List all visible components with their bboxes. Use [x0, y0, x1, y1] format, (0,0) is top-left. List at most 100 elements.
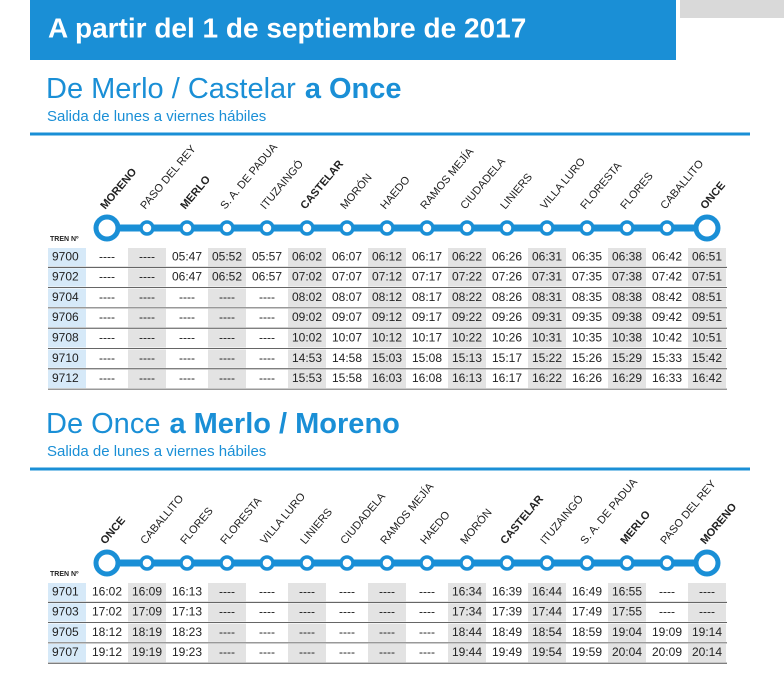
shaded-cell — [288, 308, 326, 328]
train-number: 9704 — [52, 290, 79, 304]
time-cell: ---- — [259, 625, 275, 639]
time-cell: 17:55 — [612, 605, 642, 619]
shaded-cell — [208, 583, 246, 602]
terminal-stop — [693, 214, 721, 242]
time-cell: 20:09 — [652, 645, 682, 659]
shaded-cell — [288, 603, 326, 622]
shaded-cell — [368, 268, 406, 287]
time-cell: 18:44 — [452, 625, 482, 639]
train-cell — [48, 349, 86, 368]
time-cell: 06:26 — [492, 249, 522, 263]
time-cell: ---- — [419, 605, 435, 619]
time-cell: 07:38 — [612, 270, 642, 284]
time-cell: ---- — [179, 351, 195, 365]
station-stop — [139, 555, 155, 571]
section-subtitle: Salida de lunes a viernes hábiles — [47, 443, 266, 460]
shaded-cell — [448, 268, 486, 287]
time-cell: 16:55 — [612, 584, 642, 598]
station-stop — [179, 220, 195, 236]
time-cell: 08:42 — [652, 290, 682, 304]
shaded-cell — [128, 623, 166, 642]
time-cell: 08:35 — [572, 290, 602, 304]
time-cell: 16:03 — [372, 371, 402, 385]
time-cell: 15:53 — [292, 371, 322, 385]
shaded-cell — [288, 349, 326, 368]
train-number: 9700 — [52, 249, 79, 263]
shaded-cell — [608, 308, 646, 328]
train-number: 9710 — [52, 351, 79, 365]
time-cell: 05:57 — [252, 249, 282, 263]
shaded-cell — [608, 643, 646, 663]
shaded-cell — [528, 329, 566, 348]
time-cell: ---- — [299, 584, 315, 598]
shaded-cell — [608, 288, 646, 307]
time-cell: ---- — [259, 331, 275, 345]
time-cell: ---- — [219, 584, 235, 598]
shaded-cell — [608, 329, 646, 348]
time-cell: 08:31 — [532, 290, 562, 304]
time-cell: 17:34 — [452, 605, 482, 619]
time-cell: ---- — [99, 371, 115, 385]
station-stop — [259, 220, 275, 236]
time-cell: 15:13 — [452, 351, 482, 365]
time-cell: 17:13 — [172, 605, 202, 619]
time-cell: 09:42 — [652, 310, 682, 324]
time-cell: ---- — [99, 249, 115, 263]
time-cell: ---- — [259, 290, 275, 304]
train-number: 9706 — [52, 310, 79, 324]
shaded-cell — [448, 308, 486, 328]
time-cell: 07:07 — [332, 270, 362, 284]
time-cell: 06:22 — [452, 249, 482, 263]
time-cell: ---- — [219, 351, 235, 365]
time-cell: 07:02 — [292, 270, 322, 284]
time-cell: 15:42 — [692, 351, 722, 365]
time-cell: ---- — [99, 310, 115, 324]
time-cell: 15:58 — [332, 371, 362, 385]
shaded-cell — [128, 308, 166, 328]
shaded-cell — [688, 369, 726, 389]
time-cell: ---- — [99, 331, 115, 345]
time-cell: 20:04 — [612, 645, 642, 659]
train-cell — [48, 623, 86, 642]
time-cell: 19:04 — [612, 625, 642, 639]
time-cell: 16:33 — [652, 371, 682, 385]
time-cell: 16:17 — [492, 371, 522, 385]
time-cell: ---- — [659, 605, 675, 619]
station-stop — [659, 220, 675, 236]
shaded-cell — [208, 603, 246, 622]
shaded-cell — [688, 349, 726, 368]
time-cell: 20:14 — [692, 645, 722, 659]
shaded-cell — [608, 349, 646, 368]
shaded-cell — [288, 288, 326, 307]
time-cell: 06:12 — [372, 249, 402, 263]
time-cell: 19:49 — [492, 645, 522, 659]
shaded-cell — [528, 603, 566, 622]
shaded-cell — [288, 643, 326, 663]
time-cell: 08:26 — [492, 290, 522, 304]
shaded-cell — [608, 603, 646, 622]
time-cell: 06:52 — [212, 270, 242, 284]
shaded-cell — [448, 583, 486, 602]
shaded-cell — [368, 329, 406, 348]
time-cell: 08:12 — [372, 290, 402, 304]
time-cell: ---- — [379, 625, 395, 639]
time-cell: 06:51 — [692, 249, 722, 263]
shaded-cell — [608, 583, 646, 602]
shaded-cell — [208, 308, 246, 328]
time-cell: 06:47 — [172, 270, 202, 284]
terminal-stop — [93, 549, 121, 577]
time-cell: 17:39 — [492, 605, 522, 619]
shaded-cell — [368, 369, 406, 389]
train-number: 9702 — [52, 270, 79, 284]
time-cell: ---- — [259, 645, 275, 659]
shaded-cell — [208, 329, 246, 348]
shaded-cell — [448, 623, 486, 642]
time-cell: 06:42 — [652, 249, 682, 263]
station-stop — [219, 555, 235, 571]
time-cell: 09:22 — [452, 310, 482, 324]
time-cell: 06:57 — [252, 270, 282, 284]
station-stop — [579, 220, 595, 236]
shaded-cell — [448, 349, 486, 368]
time-cell: 18:12 — [92, 625, 122, 639]
train-number: 9703 — [52, 605, 79, 619]
